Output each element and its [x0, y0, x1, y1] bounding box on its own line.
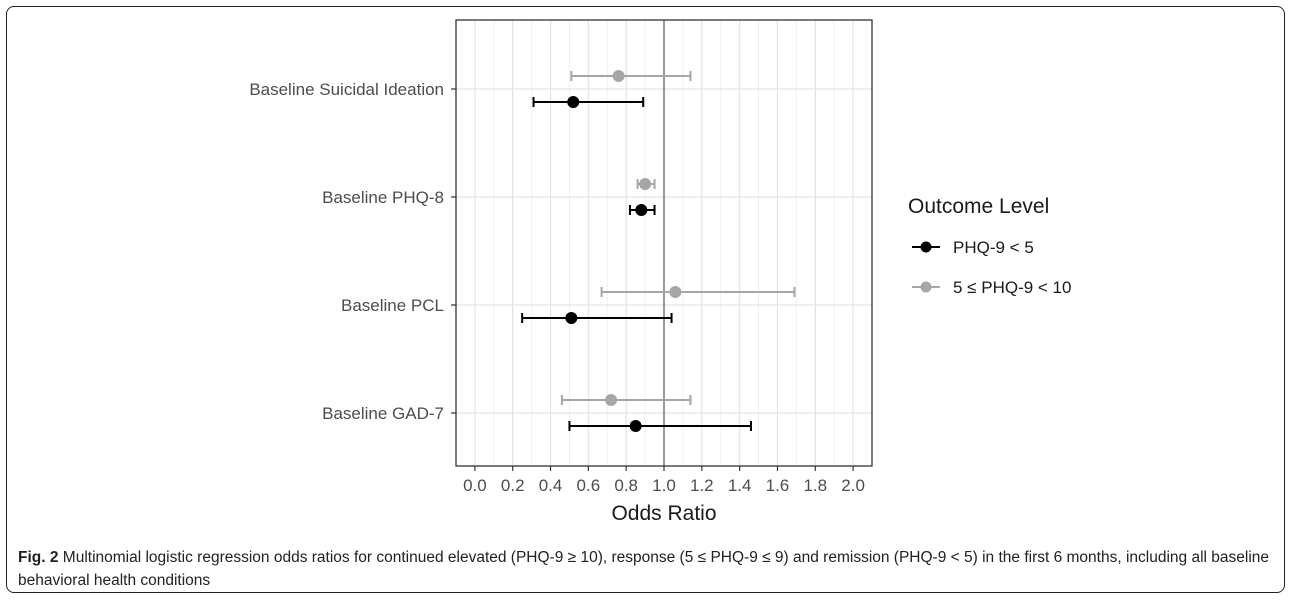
x-tick-label: 0.8	[614, 476, 638, 495]
x-tick-label: 1.0	[652, 476, 676, 495]
y-tick-label: Baseline GAD-7	[322, 404, 444, 423]
y-tick-label: Baseline Suicidal Ideation	[249, 80, 444, 99]
y-tick-label: Baseline PHQ-8	[322, 188, 444, 207]
legend-key-point	[920, 241, 932, 253]
figure-caption: Fig. 2 Multinomial logistic regression o…	[18, 546, 1273, 592]
estimate-point	[639, 178, 652, 190]
y-tick-label: Baseline PCL	[341, 296, 444, 315]
legend-title: Outcome Level	[908, 195, 1049, 218]
x-tick-label: 0.2	[501, 476, 525, 495]
x-tick-label: 0.4	[539, 476, 563, 495]
legend-label: 5 ≤ PHQ-9 < 10	[953, 278, 1071, 297]
x-tick-label: 1.8	[803, 476, 827, 495]
legend-key-point	[920, 281, 932, 293]
x-axis-title: Odds Ratio	[611, 502, 716, 525]
estimate-point	[565, 312, 578, 324]
caption-text: Multinomial logistic regression odds rat…	[18, 549, 1270, 589]
estimate-point	[605, 394, 618, 406]
figure-frame	[6, 6, 1285, 593]
x-tick-label: 2.0	[841, 476, 865, 495]
x-tick-label: 0.0	[463, 476, 487, 495]
estimate-point	[669, 286, 682, 298]
estimate-point	[635, 204, 648, 216]
x-tick-label: 1.4	[728, 476, 752, 495]
x-tick-label: 1.6	[766, 476, 790, 495]
estimate-point	[567, 96, 580, 108]
estimate-point	[612, 70, 625, 82]
x-tick-label: 0.6	[577, 476, 601, 495]
legend-label: PHQ-9 < 5	[953, 238, 1034, 257]
x-tick-label: 1.2	[690, 476, 714, 495]
caption-label: Fig. 2	[18, 549, 59, 566]
estimate-point	[629, 420, 642, 432]
